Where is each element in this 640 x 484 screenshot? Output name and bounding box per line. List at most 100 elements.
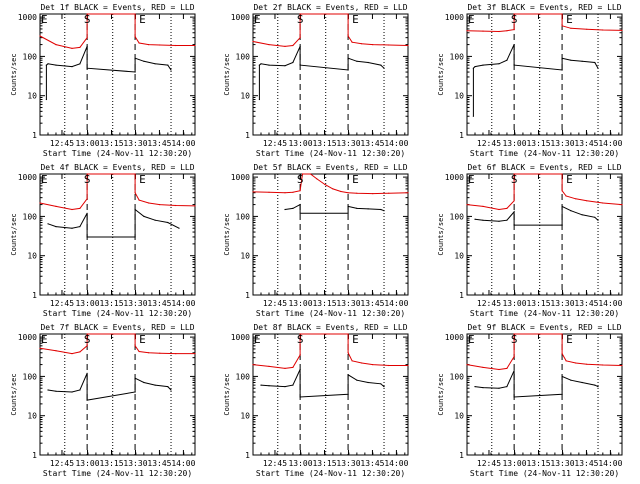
- x-axis-label: Start Time (24-Nov-11 12:30:20): [43, 309, 192, 318]
- y-tick-label: 10: [27, 92, 37, 101]
- series-point-events: [561, 393, 563, 395]
- x-tick-label: 13:00: [288, 299, 312, 308]
- y-tick-label: 1000: [445, 13, 464, 22]
- series-point-events: [570, 379, 572, 381]
- x-tick-label: 13:00: [75, 139, 99, 148]
- plot-frame: [252, 173, 409, 296]
- marker-label-s: S: [297, 173, 304, 186]
- series-point-lld: [561, 353, 563, 355]
- series-point-lld: [575, 198, 577, 200]
- series-point-events: [383, 386, 385, 388]
- series-point-lld: [134, 173, 136, 175]
- x-tick-label: 13:00: [288, 459, 312, 468]
- series-line-events: [284, 203, 385, 214]
- series-point-lld: [55, 205, 57, 207]
- x-tick-label: 13:00: [502, 459, 526, 468]
- series-point-lld: [347, 192, 349, 194]
- series-point-events: [383, 210, 385, 212]
- x-tick-label: 13:15: [99, 459, 123, 468]
- marker-label-e-end: E: [139, 13, 146, 26]
- series-point-lld: [561, 25, 563, 27]
- series-point-events: [86, 236, 88, 238]
- series-line-lld: [252, 13, 409, 47]
- series-point-events: [367, 381, 369, 384]
- series-line-events: [260, 369, 385, 398]
- series-point-lld: [513, 173, 515, 175]
- series-point-events: [367, 208, 369, 210]
- x-tick-label: 13:45: [360, 139, 384, 148]
- series-point-events: [513, 211, 515, 213]
- y-tick-label: 1: [459, 451, 464, 460]
- series-point-events: [472, 67, 474, 69]
- y-tick-label: 1: [245, 451, 250, 460]
- marker-label-s: S: [84, 173, 91, 186]
- x-tick-label: 13:15: [526, 139, 550, 148]
- series-point-lld: [134, 333, 136, 335]
- series-point-lld: [561, 333, 563, 335]
- series-point-lld: [175, 353, 177, 355]
- x-tick-label: 13:30: [336, 299, 360, 308]
- series-point-lld: [513, 29, 515, 31]
- detector-panel-4: 1 10 100 1000 12:45 13:00 13:15 13:30 13:45 14:00…: [10, 163, 196, 318]
- y-tick-label: 1: [245, 131, 250, 140]
- series-point-lld: [292, 191, 294, 193]
- x-tick-label: 12:45: [50, 139, 74, 148]
- series-point-lld: [506, 30, 508, 32]
- series-point-lld: [513, 200, 515, 202]
- series-point-lld: [299, 13, 301, 15]
- series-line-lld: [466, 333, 623, 371]
- series-line-lld: [466, 173, 623, 211]
- series-point-events: [55, 390, 57, 392]
- marker-label-e-start: E: [41, 173, 48, 186]
- series-point-events: [570, 210, 572, 212]
- series-point-events: [482, 64, 484, 66]
- series-point-events: [498, 63, 500, 65]
- series-point-events: [513, 396, 515, 398]
- x-tick-label: 13:15: [312, 459, 336, 468]
- series-point-lld: [252, 40, 254, 43]
- series-point-lld: [79, 46, 81, 49]
- series-point-events: [260, 63, 262, 65]
- x-tick-label: 13:45: [574, 139, 598, 148]
- series-point-lld: [466, 30, 468, 32]
- series-point-events: [299, 204, 301, 206]
- series-point-events: [55, 64, 57, 66]
- series-point-lld: [268, 191, 270, 193]
- y-axis-label: Counts/sec: [437, 213, 445, 255]
- series-point-lld: [586, 200, 588, 202]
- series-point-lld: [134, 36, 136, 38]
- y-tick-label: 10: [27, 252, 37, 261]
- series-point-events: [292, 384, 294, 386]
- series-point-lld: [347, 13, 349, 15]
- series-point-events: [258, 98, 260, 101]
- series-line-events: [258, 46, 385, 100]
- series-point-lld: [351, 360, 353, 362]
- series-point-events: [79, 226, 81, 228]
- series-point-lld: [134, 13, 136, 15]
- series-point-lld: [372, 193, 374, 195]
- marker-label-e-start: E: [254, 333, 261, 346]
- y-tick-label: 10: [454, 412, 464, 421]
- plot-frame: [39, 13, 196, 136]
- series-point-lld: [372, 44, 374, 46]
- series-point-events: [268, 385, 270, 387]
- series-point-lld: [561, 13, 563, 15]
- y-axis-label: Counts/sec: [223, 213, 231, 255]
- series-point-lld: [506, 367, 508, 369]
- series-point-events: [55, 226, 57, 228]
- series-point-lld: [284, 367, 286, 369]
- marker-label-s: S: [84, 13, 91, 26]
- series-point-events: [513, 44, 515, 46]
- marker-label-e-end: E: [566, 13, 573, 26]
- series-point-events: [356, 60, 358, 62]
- y-axis-label: Counts/sec: [223, 53, 231, 95]
- series-point-events: [167, 64, 169, 66]
- y-axis-label: Counts/sec: [437, 373, 445, 415]
- y-tick-label: 100: [450, 372, 465, 381]
- x-tick-label: 14:00: [598, 139, 622, 148]
- detector-panel-1: 1 10 100 1000 12:45 13:00 13:15 13:30 13:45 14:00…: [10, 3, 196, 158]
- series-point-lld: [513, 356, 515, 358]
- x-tick-label: 14:00: [171, 459, 195, 468]
- series-point-lld: [361, 362, 363, 364]
- series-point-events: [170, 389, 172, 391]
